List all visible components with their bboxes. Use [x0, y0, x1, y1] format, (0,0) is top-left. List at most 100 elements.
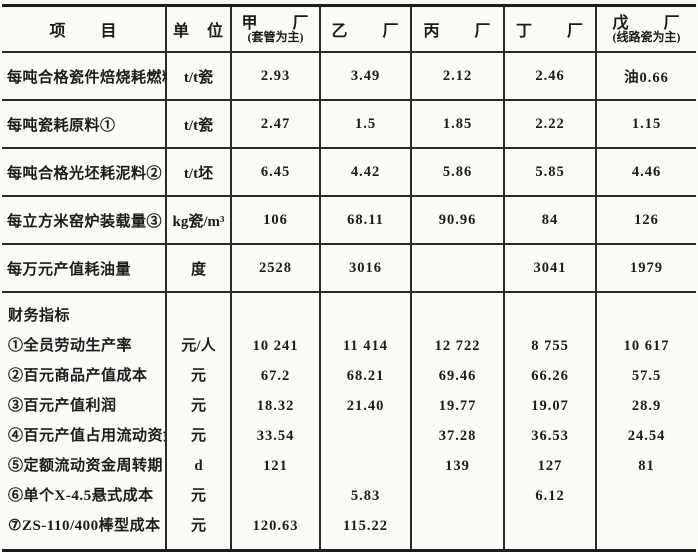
cell-value [413, 511, 503, 541]
spacer [506, 301, 595, 331]
row-label: ③百元产值利润 [8, 398, 117, 414]
cell-value [233, 481, 319, 511]
financial-values-factory-c: 12 722 69.46 19.77 37.28 139 [410, 292, 504, 551]
col-header-factory-a: 甲 厂 (套管为主) [230, 5, 320, 53]
row-unit: 元 [190, 368, 206, 384]
row-label: 每吨合格瓷件焙烧耗燃料 [2, 52, 166, 101]
row-label: ②百元商品产值成本 [8, 368, 148, 384]
financial-section-row: 财务指标 ①全员劳动生产率 ②百元商品产值成本 ③百元产值利润 ④百元产值占用流… [2, 292, 696, 551]
cell-value: 19.07 [531, 398, 569, 414]
cell-value [410, 244, 504, 293]
cell-value: 69.46 [438, 368, 477, 384]
col-header-item: 项 目 [2, 5, 166, 53]
factory-e-subtitle: (线路瓷为主) [612, 29, 681, 44]
cell-value: 2528 [230, 244, 320, 293]
table-row: 每万元产值耗油量 度 2528 3016 3041 1979 [2, 244, 696, 293]
financial-values-factory-b: 11 414 68.21 21.40 5.83 115.22 [319, 292, 411, 551]
cell-value: 6.12 [535, 488, 565, 504]
cell-value [322, 451, 410, 481]
cell-value: 2.93 [230, 52, 320, 101]
factory-e-name: 戊 厂 [612, 14, 681, 32]
financial-labels-column: 财务指标 ①全员劳动生产率 ②百元商品产值成本 ③百元产值利润 ④百元产值占用流… [2, 292, 166, 551]
cell-value: 37.28 [438, 428, 477, 444]
cell-value: 139 [445, 458, 470, 474]
cell-value: 2.22 [503, 100, 596, 149]
row-unit: t/t瓷 [165, 100, 231, 149]
cell-value: 68.11 [319, 196, 411, 245]
row-label: 每万元产值耗油量 [2, 244, 166, 293]
cell-value: 3016 [319, 244, 411, 293]
cell-value: 4.46 [595, 148, 696, 197]
col-header-factory-e: 戊 厂 (线路瓷为主) [595, 5, 696, 53]
cell-value: 106 [230, 196, 320, 245]
cell-value: 68.21 [346, 368, 385, 384]
cell-value: 1.85 [410, 100, 504, 149]
cell-value: 2.47 [230, 100, 320, 149]
row-unit: t/t坯 [165, 148, 231, 197]
cell-value: 120.63 [252, 518, 299, 534]
cell-value: 5.83 [350, 488, 381, 504]
row-label: ⑤定额流动资金周转期 [8, 458, 164, 474]
cell-value: 5.85 [503, 148, 596, 197]
financial-section-title: 财务指标 [8, 308, 71, 324]
cell-value: 57.5 [631, 368, 662, 384]
col-header-factory-d: 丁 厂 [503, 5, 596, 53]
financial-values-factory-a: 10 241 67.2 18.32 33.54 121 120.63 [230, 292, 320, 551]
cell-value [598, 481, 696, 511]
cell-value: 36.53 [531, 428, 569, 444]
cell-value [322, 421, 410, 451]
cell-value: 84 [503, 196, 596, 245]
cell-value [506, 511, 595, 541]
table-row: 每吨瓷耗原料① t/t瓷 2.47 1.5 1.85 2.22 1.15 [2, 100, 696, 149]
row-unit: 度 [165, 244, 231, 293]
row-unit: kg瓷/m³ [165, 196, 231, 245]
row-unit: 元 [190, 398, 206, 414]
cell-value: 33.54 [256, 428, 295, 444]
cell-value: 24.54 [627, 428, 666, 444]
table-row: 每吨合格瓷件焙烧耗燃料 t/t瓷 2.93 3.49 2.12 2.46 油0.… [2, 52, 696, 101]
row-label: 每立方米窑炉装载量③ [2, 196, 166, 245]
col-header-factory-b: 乙 厂 [319, 5, 411, 53]
table-header-row: 项 目 单 位 甲 厂 (套管为主) 乙 厂 丙 厂 丁 厂 戊 厂 (线路瓷为… [2, 5, 696, 53]
cell-value: 1.5 [319, 100, 411, 149]
financial-values-factory-e: 10 617 57.5 28.9 24.54 81 [595, 292, 696, 551]
cell-value: 2.46 [503, 52, 596, 101]
cell-value: 2.12 [410, 52, 504, 101]
cell-value: 1979 [595, 244, 696, 293]
col-header-factory-c: 丙 厂 [410, 5, 504, 53]
cell-value: 3041 [503, 244, 596, 293]
cell-value: 10 241 [252, 338, 299, 354]
cell-value: 126 [595, 196, 696, 245]
table-row: 每吨合格光坯耗泥料② t/t坯 6.45 4.42 5.86 5.85 4.46 [2, 148, 696, 197]
row-unit: 元 [190, 488, 206, 504]
cell-value: 121 [263, 458, 288, 474]
financial-units-column: 元/人 元 元 元 d 元 元 [165, 292, 231, 551]
cell-value: 5.86 [410, 148, 504, 197]
cell-value: 21.40 [346, 398, 385, 414]
spacer [598, 301, 696, 331]
spacer [322, 301, 410, 331]
cell-value [413, 481, 503, 511]
row-unit: t/t瓷 [165, 52, 231, 101]
row-label: ①全员劳动生产率 [8, 338, 133, 354]
financial-values-factory-d: 8 755 66.26 19.07 36.53 127 6.12 [503, 292, 596, 551]
cell-value: 66.26 [531, 368, 569, 384]
cell-value: 4.42 [319, 148, 411, 197]
cell-value: 10 617 [623, 338, 670, 354]
cell-value: 19.77 [438, 398, 477, 414]
cell-value: 12 722 [434, 338, 481, 354]
cell-value: 28.9 [631, 398, 662, 414]
cell-value: 6.45 [230, 148, 320, 197]
cell-value [598, 511, 696, 541]
cell-value: 油0.66 [595, 52, 696, 101]
cell-value: 81 [638, 458, 655, 474]
cell-value: 1.15 [595, 100, 696, 149]
row-unit: d [194, 458, 203, 474]
row-label: ④百元产值占用流动资金 [8, 428, 166, 444]
row-label: ⑥单个X-4.5悬式成本 [8, 488, 154, 504]
cell-value: 11 414 [342, 338, 389, 354]
cell-value: 3.49 [319, 52, 411, 101]
cell-value: 115.22 [342, 518, 389, 534]
factory-a-subtitle: (套管为主) [247, 29, 304, 44]
cell-value: 8 755 [531, 338, 569, 354]
